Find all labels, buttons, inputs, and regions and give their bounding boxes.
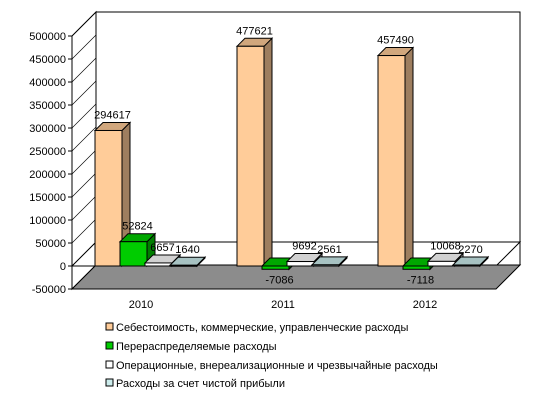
y-tick-label: 200000 bbox=[29, 169, 66, 181]
bar-front bbox=[236, 45, 265, 267]
y-axis: -50000 0 50000 100000 150000 200000 250000 3000… bbox=[29, 11, 97, 296]
y-tick-label: 450000 bbox=[29, 54, 66, 66]
bar-front bbox=[94, 129, 123, 267]
data-label: -7086 bbox=[265, 274, 293, 286]
y-tick-label: 50000 bbox=[35, 238, 66, 250]
y-tick-label: 300000 bbox=[29, 123, 66, 135]
bar-side bbox=[263, 37, 273, 268]
bar-front bbox=[452, 264, 481, 267]
data-labels: 294617 52824 6657 1640 477621 -7086 9692 2561 45… bbox=[94, 25, 483, 286]
y-tick-depth bbox=[71, 195, 97, 221]
y-tick-depth bbox=[71, 57, 97, 83]
y-tick-label: 0 bbox=[60, 261, 66, 273]
bar-front bbox=[427, 260, 456, 267]
y-tick-depth bbox=[71, 80, 97, 106]
y-tick-depth bbox=[71, 126, 97, 152]
y-tick-label: 400000 bbox=[29, 77, 66, 89]
data-label: 477621 bbox=[236, 25, 273, 37]
bar bbox=[168, 256, 207, 268]
y-tick-depth bbox=[71, 103, 97, 129]
data-label: 1640 bbox=[175, 244, 199, 256]
x-axis: 2010 2011 2012 bbox=[129, 299, 437, 311]
floor bbox=[70, 264, 522, 290]
bar-front bbox=[119, 241, 148, 267]
data-label: 9692 bbox=[292, 241, 316, 253]
legend-label: Себестоимость, коммерческие, управленчес… bbox=[116, 322, 408, 334]
y-tick-label: 150000 bbox=[29, 192, 66, 204]
bar-front bbox=[169, 264, 198, 267]
y-tick-depth bbox=[71, 149, 97, 175]
bar-front bbox=[286, 261, 315, 267]
bars bbox=[93, 37, 490, 271]
data-label: 2561 bbox=[317, 244, 341, 256]
bar-side bbox=[404, 46, 414, 268]
y-tick-label: -50000 bbox=[32, 284, 66, 296]
data-label: 10068 bbox=[430, 240, 461, 252]
x-tick-label: 2011 bbox=[271, 299, 295, 311]
y-tick-depth bbox=[71, 172, 97, 198]
legend: Себестоимость, коммерческие, управленчес… bbox=[105, 322, 438, 390]
bar bbox=[310, 255, 349, 268]
bar bbox=[376, 46, 415, 268]
bar-front bbox=[144, 262, 173, 267]
legend-swatch bbox=[105, 341, 114, 350]
bar bbox=[235, 37, 274, 268]
legend-swatch bbox=[105, 378, 114, 387]
legend-swatch bbox=[105, 360, 114, 369]
legend-swatch bbox=[105, 322, 114, 331]
legend-label: Операционные, внереализационные и чрезвы… bbox=[116, 360, 438, 372]
x-tick-label: 2010 bbox=[129, 299, 153, 311]
data-label: 6657 bbox=[150, 242, 174, 254]
y-tick-label: 100000 bbox=[29, 215, 66, 227]
y-tick-depth bbox=[71, 11, 97, 37]
y-tick-label: 500000 bbox=[29, 31, 66, 43]
data-label: 294617 bbox=[94, 109, 131, 121]
y-tick-label: 350000 bbox=[29, 100, 66, 112]
back-wall bbox=[95, 11, 521, 266]
y-tick-depth bbox=[71, 218, 97, 244]
x-tick-label: 2012 bbox=[413, 299, 437, 311]
y-tick-depth bbox=[71, 241, 97, 267]
y-tick-depth bbox=[71, 34, 97, 60]
bar bbox=[93, 121, 132, 268]
bar-front bbox=[402, 265, 431, 270]
legend-label: Расходы за счет чистой прибыли bbox=[116, 378, 285, 390]
bar-front bbox=[261, 265, 290, 270]
bar-front bbox=[311, 264, 340, 267]
data-label: -7118 bbox=[407, 274, 434, 286]
y-tick-depth bbox=[71, 264, 97, 290]
y-tick-label: 250000 bbox=[29, 146, 66, 158]
legend-label: Перераспределяемые расходы bbox=[116, 341, 277, 353]
bar bbox=[451, 255, 490, 268]
bar-front bbox=[377, 55, 406, 267]
data-label: 52824 bbox=[122, 221, 153, 233]
data-label: 457490 bbox=[377, 35, 414, 47]
data-label: 2270 bbox=[458, 244, 482, 256]
